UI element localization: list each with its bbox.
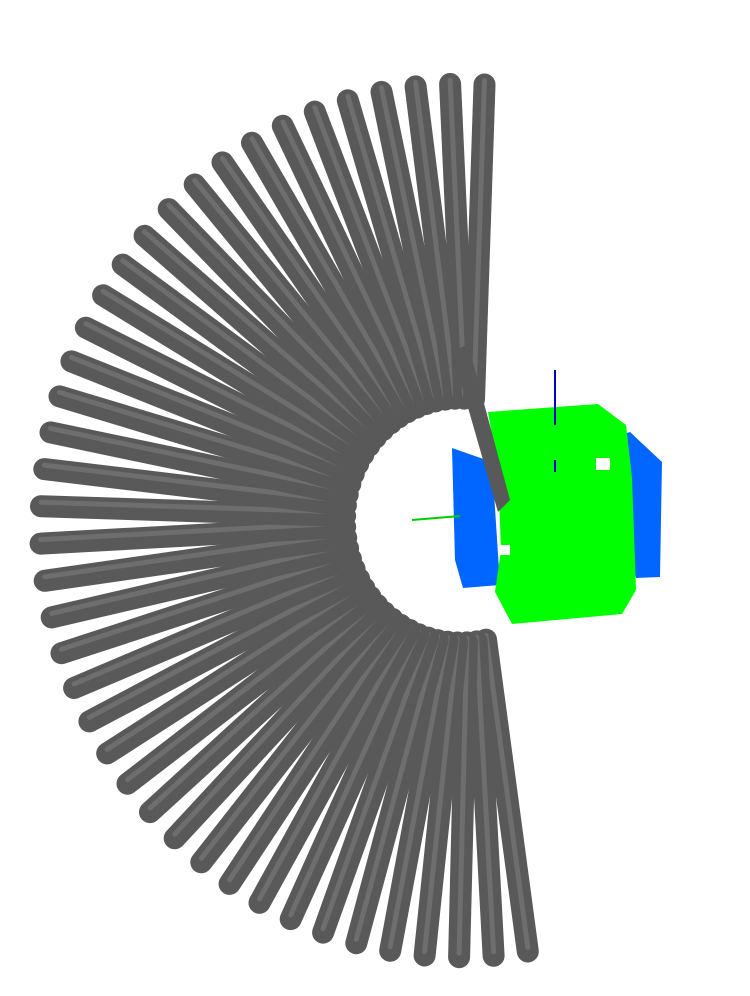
rod-highlight (192, 178, 394, 422)
rod (96, 577, 376, 765)
blue-panel-left (452, 448, 500, 588)
rod-highlight (104, 581, 367, 752)
rod-fan (29, 73, 539, 969)
cube-notch-1 (596, 458, 610, 470)
rod-highlight (312, 105, 429, 403)
rod (63, 558, 366, 699)
rod-highlight (474, 634, 497, 955)
rod-highlight (447, 77, 467, 398)
rod (78, 567, 371, 733)
rod (157, 198, 394, 442)
rod-highlight (68, 354, 357, 473)
rod-highlight (227, 618, 404, 883)
rod (33, 458, 357, 517)
rod-highlight (483, 633, 531, 950)
rod-highlight (100, 288, 366, 454)
rod-highlight (172, 605, 387, 837)
rod-highlight (49, 541, 351, 616)
manipulator-rod (452, 344, 510, 512)
rod-highlight (142, 229, 379, 437)
rod-highlight (42, 531, 349, 580)
rod-highlight (320, 631, 431, 932)
rod-highlight (220, 155, 402, 416)
rod-highlight (257, 623, 413, 902)
rod (30, 495, 357, 527)
rod-highlight (147, 598, 380, 811)
rod-highlight (288, 627, 422, 918)
rod (116, 585, 382, 795)
rod (133, 224, 387, 449)
rod (29, 515, 357, 555)
green-cube (488, 404, 636, 624)
rod (50, 547, 362, 665)
rod-highlight (57, 389, 353, 483)
rod (92, 284, 375, 466)
rod (139, 593, 389, 824)
gripper-object (411, 344, 662, 624)
rod-highlight (353, 633, 441, 942)
rod-highlight (38, 499, 348, 515)
rod-highlight (71, 562, 358, 687)
cube-notch-2 (500, 545, 510, 555)
rod-highlight (249, 136, 411, 411)
rod-highlight (120, 258, 372, 445)
rod-highlight (41, 462, 349, 504)
rod-highlight (422, 636, 460, 954)
rod (40, 537, 360, 629)
rod (111, 253, 381, 457)
rod-highlight (83, 321, 361, 463)
rod-highlight (38, 520, 348, 543)
rod-highlight (48, 425, 351, 493)
rod-highlight (125, 590, 373, 783)
rod-highlight (387, 635, 450, 950)
rod-highlight (198, 612, 395, 861)
rod-highlight (456, 635, 470, 956)
rod (48, 385, 362, 495)
rod (163, 601, 396, 850)
rod (39, 421, 359, 506)
rod-highlight (379, 85, 448, 399)
rod (74, 316, 370, 475)
rod-highlight (166, 202, 386, 429)
rod (183, 173, 402, 435)
rod-highlight (59, 552, 354, 652)
rod-highlight (413, 79, 458, 398)
rod-highlight (345, 93, 438, 400)
rod (60, 350, 365, 485)
rod-highlight (280, 119, 420, 407)
rod (33, 526, 358, 592)
rod-highlight (86, 572, 362, 720)
rod-highlight (471, 78, 487, 398)
axis-x-line (411, 515, 461, 521)
